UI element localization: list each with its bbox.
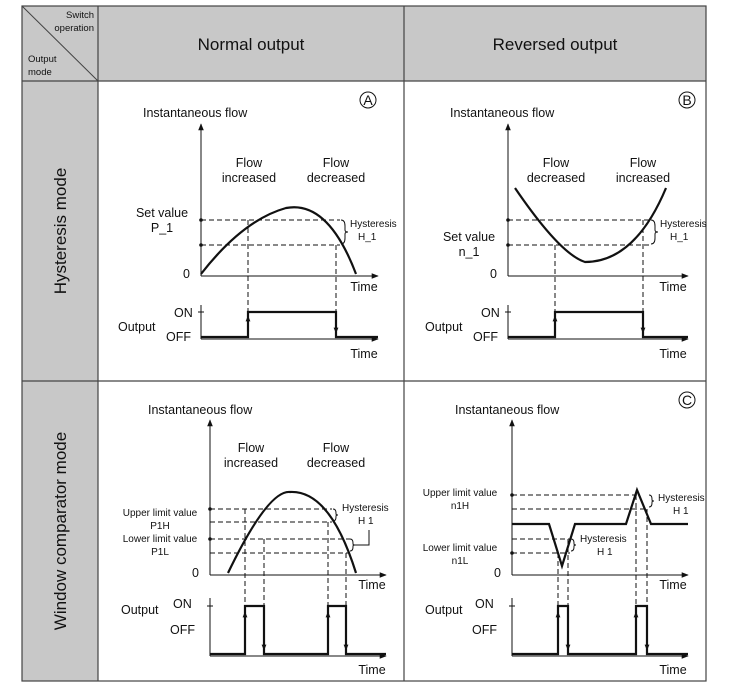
hysteresis-label-bottom: Hysteresis (580, 534, 627, 545)
output-label: Output (118, 320, 156, 334)
table-frame (21, 5, 707, 682)
hysteresis-code: H_1 (358, 232, 377, 243)
flow-decreased-line2: decreased (527, 171, 585, 185)
panel-b-hysteresis-reversed: B Instantaneous flow Time 0 Flow decreas… (425, 91, 707, 361)
off-label: OFF (170, 623, 195, 637)
output-time-label: Time (659, 663, 686, 677)
set-value-label: Set value (443, 230, 495, 244)
panel-a-hysteresis-normal: A Instantaneous flow Time 0 Flow increas… (118, 91, 397, 361)
lower-limit-label: Lower limit value (123, 534, 198, 545)
hysteresis-code: H_1 (670, 232, 689, 243)
upper-limit-code: P1H (150, 521, 169, 532)
panel-window-normal: Instantaneous flow Time 0 Flow increased… (121, 403, 389, 677)
set-value-code: P_1 (151, 221, 173, 235)
flow-increased-line1: Flow (236, 156, 263, 170)
set-value-code: n_1 (459, 245, 480, 259)
output-signal (508, 310, 688, 339)
y-axis-title: Instantaneous flow (143, 106, 248, 120)
upper-limit-label: Upper limit value (423, 488, 498, 499)
header: Switch operation Output mode Normal outp… (28, 10, 618, 78)
flow-curve (227, 490, 358, 574)
y-axis-title: Instantaneous flow (450, 106, 555, 120)
lower-limit-code: P1L (151, 547, 169, 558)
x-axis-title: Time (659, 578, 686, 592)
output-time-label: Time (358, 663, 385, 677)
corner-top-line1: Switch (66, 10, 94, 21)
panel-marker-b: B (682, 92, 691, 108)
output-label: Output (425, 320, 463, 334)
panel-marker-a: A (363, 92, 373, 108)
panel-marker-b-icon (678, 91, 696, 109)
output-time-label: Time (659, 347, 686, 361)
flow-increased-line1: Flow (238, 441, 265, 455)
flow-increased-line2: increased (222, 171, 276, 185)
zero-label: 0 (494, 566, 501, 580)
x-axis-title: Time (358, 578, 385, 592)
hysteresis-label: Hysteresis (342, 503, 389, 514)
on-label: ON (174, 306, 193, 320)
col-header-reversed: Reversed output (493, 35, 618, 54)
flow-curve (512, 486, 688, 570)
flow-increased-line1: Flow (630, 156, 657, 170)
off-label: OFF (166, 330, 191, 344)
flow-decreased-line2: decreased (307, 171, 365, 185)
set-value-label: Set value (136, 206, 188, 220)
row-label-hysteresis: Hysteresis mode (51, 168, 70, 295)
corner-bottom-line2: mode (28, 67, 52, 78)
output-label: Output (121, 603, 159, 617)
panel-marker-a-icon (359, 91, 377, 109)
output-signal (201, 310, 378, 339)
y-axis-title: Instantaneous flow (455, 403, 560, 417)
panel-marker-c-icon (678, 391, 696, 409)
flow-curve (200, 206, 358, 275)
x-axis-title: Time (350, 280, 377, 294)
on-label: ON (173, 597, 192, 611)
corner-top-line2: operation (54, 23, 94, 34)
flow-decreased-line1: Flow (543, 156, 570, 170)
flow-decreased-line1: Flow (323, 156, 350, 170)
output-label: Output (425, 603, 463, 617)
lower-limit-label: Lower limit value (423, 543, 498, 554)
flow-decreased-line1: Flow (323, 441, 350, 455)
x-axis-title: Time (659, 280, 686, 294)
on-label: ON (475, 597, 494, 611)
flow-curve (514, 187, 668, 264)
output-signal (512, 604, 688, 656)
upper-limit-code: n1H (451, 501, 469, 512)
hysteresis-label: Hysteresis (660, 219, 707, 230)
off-label: OFF (472, 623, 497, 637)
zero-label: 0 (183, 267, 190, 281)
flow-increased-line2: increased (616, 171, 670, 185)
flow-decreased-line2: decreased (307, 456, 365, 470)
upper-limit-label: Upper limit value (123, 508, 198, 519)
zero-label: 0 (192, 566, 199, 580)
row-label-window: Window comparator mode (51, 432, 70, 630)
col-header-normal: Normal output (198, 35, 305, 54)
hysteresis-code: H 1 (358, 516, 374, 527)
hysteresis-label: Hysteresis (350, 219, 397, 230)
y-axis-title: Instantaneous flow (148, 403, 253, 417)
corner-bottom-line1: Output (28, 54, 57, 65)
panel-marker-c: C (682, 392, 692, 408)
zero-label: 0 (490, 267, 497, 281)
hysteresis-label-top: Hysteresis (658, 493, 705, 504)
output-signal (210, 604, 386, 656)
on-label: ON (481, 306, 500, 320)
flow-increased-line2: increased (224, 456, 278, 470)
hysteresis-code-top: H 1 (673, 506, 689, 517)
off-label: OFF (473, 330, 498, 344)
output-time-label: Time (350, 347, 377, 361)
lower-limit-code: n1L (452, 556, 469, 567)
hysteresis-code-bottom: H 1 (597, 547, 613, 558)
panel-c-window-reversed: C Instantaneous flow Time 0 Upper limit … (423, 391, 705, 677)
